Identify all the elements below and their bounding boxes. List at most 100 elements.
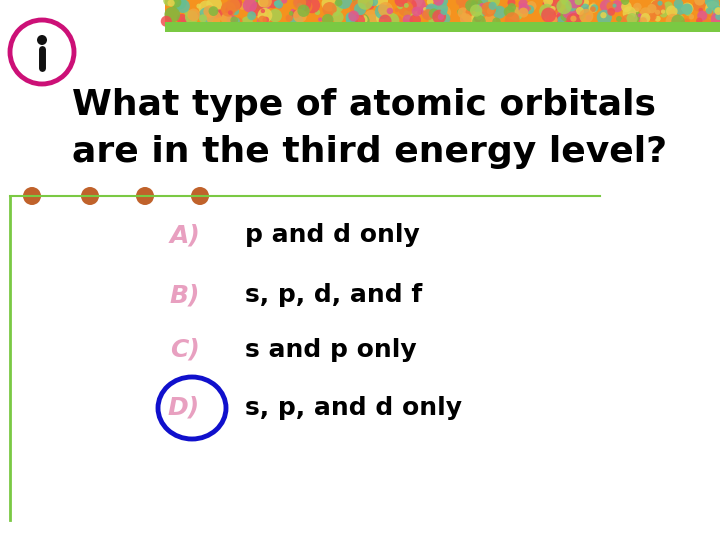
Circle shape: [554, 13, 567, 26]
Circle shape: [457, 9, 463, 15]
Circle shape: [607, 8, 615, 16]
Circle shape: [526, 1, 536, 11]
Circle shape: [225, 6, 234, 15]
Circle shape: [494, 8, 499, 12]
Circle shape: [550, 0, 562, 10]
Circle shape: [318, 17, 323, 22]
Circle shape: [332, 11, 343, 23]
Circle shape: [570, 11, 582, 23]
Circle shape: [458, 8, 469, 18]
Circle shape: [209, 6, 218, 16]
Circle shape: [397, 3, 403, 9]
Circle shape: [258, 0, 269, 7]
Circle shape: [207, 11, 216, 20]
Circle shape: [640, 13, 650, 23]
Circle shape: [560, 10, 572, 22]
Circle shape: [352, 14, 365, 27]
Circle shape: [712, 6, 720, 18]
Circle shape: [336, 0, 352, 9]
Circle shape: [546, 10, 557, 21]
Circle shape: [685, 10, 691, 16]
Circle shape: [378, 2, 393, 17]
Circle shape: [472, 15, 486, 29]
Circle shape: [640, 8, 652, 19]
Circle shape: [421, 5, 436, 20]
Circle shape: [408, 0, 423, 8]
Circle shape: [410, 14, 421, 26]
Circle shape: [675, 4, 685, 15]
Circle shape: [404, 3, 409, 8]
Circle shape: [426, 4, 437, 15]
Circle shape: [239, 3, 246, 10]
Circle shape: [585, 15, 592, 21]
Circle shape: [706, 8, 712, 14]
Circle shape: [554, 3, 559, 8]
Circle shape: [479, 3, 485, 9]
Circle shape: [191, 187, 209, 205]
Circle shape: [433, 1, 448, 16]
Circle shape: [395, 0, 408, 7]
Circle shape: [476, 8, 485, 17]
Circle shape: [518, 0, 528, 9]
Circle shape: [203, 5, 216, 18]
Circle shape: [654, 2, 665, 13]
Circle shape: [508, 3, 516, 12]
Circle shape: [648, 12, 657, 21]
Circle shape: [297, 0, 311, 11]
Circle shape: [262, 17, 269, 23]
Circle shape: [438, 13, 450, 25]
Circle shape: [136, 187, 154, 205]
Circle shape: [322, 0, 338, 11]
Circle shape: [398, 1, 413, 16]
Circle shape: [639, 17, 647, 24]
Circle shape: [258, 16, 266, 24]
Circle shape: [550, 6, 556, 12]
Circle shape: [176, 0, 190, 13]
Circle shape: [207, 10, 221, 25]
Circle shape: [543, 1, 547, 6]
Circle shape: [297, 3, 302, 9]
Circle shape: [230, 0, 242, 10]
Circle shape: [257, 16, 267, 27]
Circle shape: [564, 9, 577, 22]
Circle shape: [484, 15, 496, 27]
Circle shape: [696, 17, 703, 24]
Circle shape: [294, 10, 304, 20]
Circle shape: [621, 14, 636, 29]
Circle shape: [403, 10, 413, 19]
Circle shape: [627, 12, 633, 17]
Circle shape: [417, 10, 422, 15]
Circle shape: [379, 15, 392, 28]
Circle shape: [634, 8, 639, 12]
Circle shape: [404, 0, 417, 11]
Circle shape: [487, 8, 494, 15]
Text: are in the third energy level?: are in the third energy level?: [72, 135, 667, 169]
Circle shape: [322, 14, 333, 25]
Circle shape: [377, 13, 392, 28]
Circle shape: [274, 0, 283, 9]
Circle shape: [623, 6, 636, 19]
Circle shape: [392, 15, 402, 26]
Circle shape: [651, 0, 659, 8]
Circle shape: [665, 14, 680, 29]
Circle shape: [706, 1, 720, 16]
Circle shape: [294, 0, 305, 8]
Text: B): B): [170, 283, 200, 307]
Circle shape: [701, 17, 711, 26]
Circle shape: [184, 10, 191, 16]
Circle shape: [600, 12, 606, 18]
Circle shape: [250, 2, 264, 16]
Circle shape: [411, 0, 426, 12]
Text: D): D): [168, 396, 200, 420]
Circle shape: [171, 0, 179, 6]
Circle shape: [575, 9, 583, 17]
Circle shape: [579, 0, 589, 8]
Circle shape: [187, 9, 200, 21]
Circle shape: [352, 14, 365, 27]
Circle shape: [199, 1, 214, 15]
Circle shape: [682, 3, 693, 15]
Text: s, p, d, and f: s, p, d, and f: [245, 283, 422, 307]
Circle shape: [590, 4, 598, 12]
Circle shape: [505, 18, 509, 23]
Circle shape: [210, 9, 220, 19]
